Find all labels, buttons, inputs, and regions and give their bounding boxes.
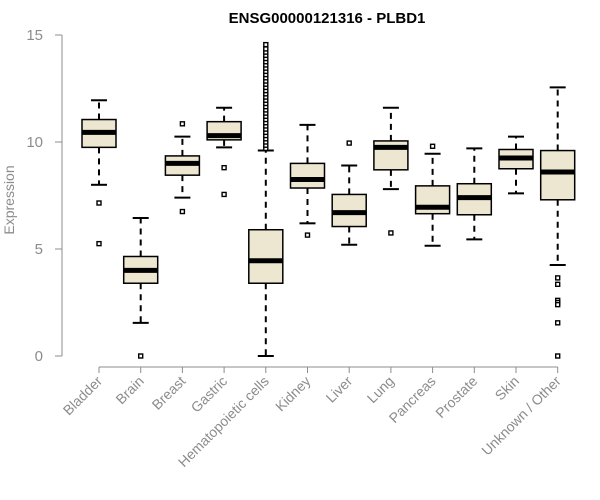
outlier-point	[96, 200, 102, 206]
outlier-point	[555, 275, 561, 281]
box-5	[248, 41, 284, 357]
x-tick-label: Breast	[149, 373, 189, 413]
box-6	[289, 123, 326, 238]
outlier-point	[263, 41, 269, 48]
box-11	[498, 135, 534, 195]
y-tick-label: 10	[26, 134, 43, 151]
box-4	[206, 106, 242, 198]
box-12	[539, 86, 576, 359]
x-tick-label: Lung	[364, 373, 397, 406]
outlier-point	[555, 353, 561, 359]
outlier-point	[221, 164, 227, 171]
outlier-point	[179, 121, 186, 127]
y-tick-label: 0	[35, 348, 43, 365]
box-8	[373, 106, 409, 236]
outlier-point	[555, 281, 561, 288]
outlier-point	[555, 320, 561, 326]
outlier-point	[555, 301, 561, 308]
boxes	[81, 41, 576, 359]
x-tick-label: Unknown / Other	[478, 373, 564, 459]
outlier-point	[263, 46, 269, 52]
box-7	[331, 140, 367, 246]
x-tick-label: Bladder	[60, 373, 106, 419]
outlier-point	[221, 191, 227, 198]
outlier-point	[304, 232, 311, 238]
chart-title: ENSG00000121316 - PLBD1	[229, 10, 426, 27]
box-10	[456, 147, 493, 241]
box-1	[81, 99, 117, 247]
box-iqr	[289, 162, 326, 189]
outlier-point	[179, 208, 186, 215]
outlier-point	[137, 353, 144, 359]
box-3	[164, 121, 201, 215]
y-tick-label: 15	[26, 27, 43, 44]
box-9	[414, 143, 451, 247]
box-2	[122, 216, 159, 359]
x-tick-label: Liver	[323, 373, 356, 406]
box-iqr	[248, 228, 284, 284]
x-tick-label: Kidney	[272, 373, 314, 415]
y-axis-label: Expression	[1, 165, 17, 234]
outlier-point	[429, 143, 436, 149]
x-tick-label: Skin	[492, 373, 523, 404]
outlier-point	[96, 240, 102, 247]
y-tick-label: 5	[35, 241, 43, 258]
outlier-point	[346, 140, 352, 146]
x-tick-label: Brain	[112, 373, 146, 407]
outlier-point	[388, 230, 394, 236]
axes: 0 5 10 15	[26, 27, 559, 373]
x-tick-label: Prostate	[432, 373, 480, 421]
box-iqr	[539, 149, 576, 201]
